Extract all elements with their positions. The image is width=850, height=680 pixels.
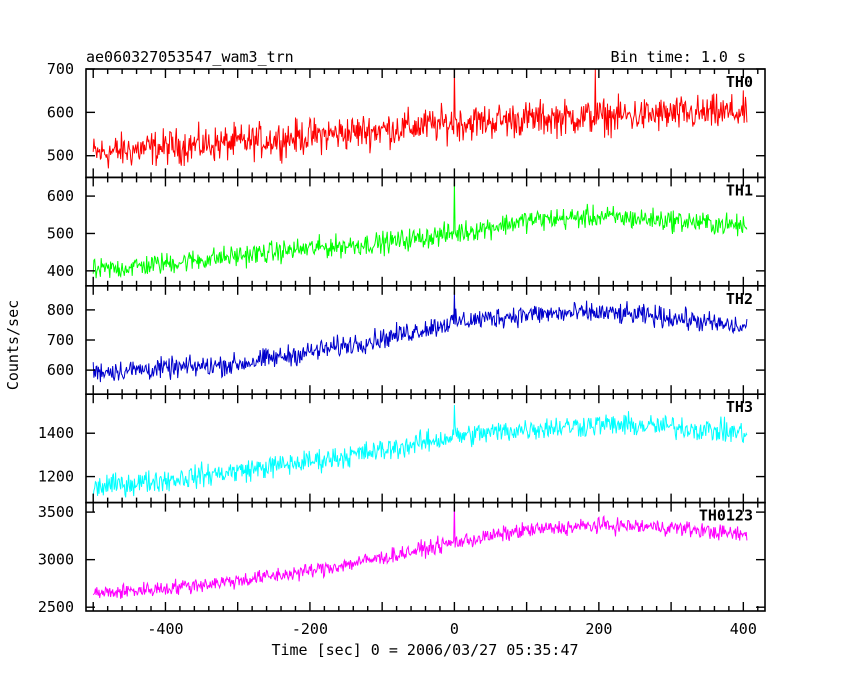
y-tick-label: 3000 xyxy=(38,551,74,569)
x-axis-ticks: -400 -200 0 200 400 xyxy=(147,620,756,638)
y-tick-label: 1200 xyxy=(38,468,74,486)
panel-label-th2: TH2 xyxy=(726,290,753,308)
panel-th0123: 2500 3000 3500 TH0123 xyxy=(38,501,766,616)
y-tick-label: 800 xyxy=(47,301,74,319)
panel-label-th3: TH3 xyxy=(726,398,753,416)
panel-frame xyxy=(85,284,766,395)
x-tick-label: -400 xyxy=(147,620,183,638)
y-tick-label: 600 xyxy=(47,103,74,121)
y-tick-label: 500 xyxy=(47,147,74,165)
panels-group: 500 600 700 TH0 400 500 600 TH1 600 700 800 TH2 1200… xyxy=(38,60,766,616)
series-line-th1 xyxy=(92,181,748,279)
x-tick-label: 400 xyxy=(730,620,757,638)
y-tick-label: 1400 xyxy=(38,424,74,442)
x-tick-label: 0 xyxy=(450,620,459,638)
panel-th1: 400 500 600 TH1 xyxy=(47,176,766,287)
panel-label-th0: TH0 xyxy=(726,73,753,91)
y-tick-label: 600 xyxy=(47,187,74,205)
series-line-th3 xyxy=(92,404,748,498)
x-tick-label: 200 xyxy=(585,620,612,638)
y-tick-label: 2500 xyxy=(38,598,74,616)
y-axis-label: Counts/sec xyxy=(4,300,22,390)
panel-th3: 1200 1400 TH3 xyxy=(38,393,766,504)
panel-label-th1: TH1 xyxy=(726,181,753,199)
x-axis-label: Time [sec] 0 = 2006/03/27 05:35:47 xyxy=(271,641,578,659)
x-tick-label: -200 xyxy=(292,620,328,638)
y-tick-label: 600 xyxy=(47,361,74,379)
y-tick-label: 700 xyxy=(47,331,74,349)
series-line-th0 xyxy=(92,69,748,169)
panel-frame xyxy=(85,176,766,287)
panel-th2: 600 700 800 TH2 xyxy=(47,284,766,395)
panel-label-th0123: TH0123 xyxy=(699,507,753,525)
bin-time-label: Bin time: 1.0 s xyxy=(611,48,746,66)
series-line-th0123 xyxy=(92,504,748,599)
chart-title: ae060327053547_wam3_trn xyxy=(86,48,294,66)
y-tick-label: 700 xyxy=(47,60,74,78)
y-tick-label: 500 xyxy=(47,224,74,242)
y-tick-label: 400 xyxy=(47,262,74,280)
y-tick-label: 3500 xyxy=(38,503,74,521)
panel-th0: 500 600 700 TH0 xyxy=(47,60,766,179)
series-line-th2 xyxy=(92,291,748,383)
